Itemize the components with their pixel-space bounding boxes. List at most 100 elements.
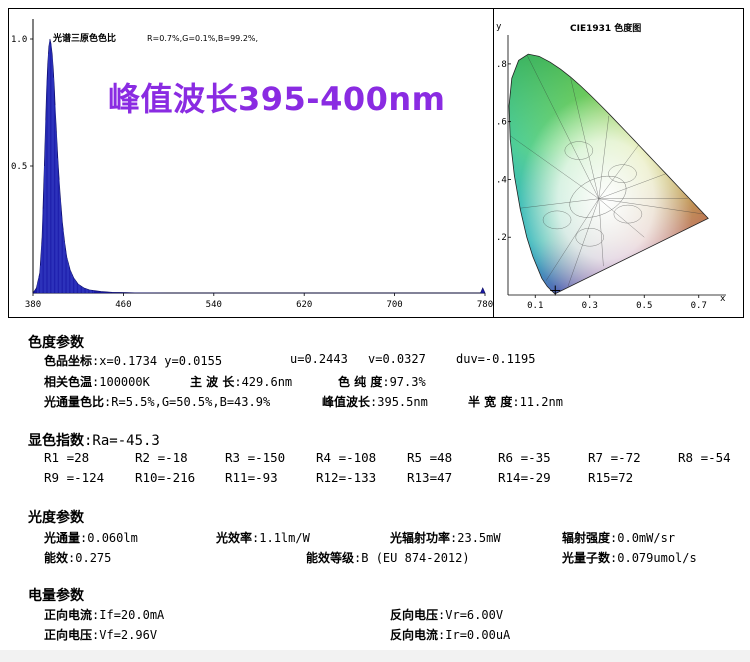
cri-title: 显色指数 — [28, 433, 84, 449]
cie-x-tick-label: 0.7 — [691, 301, 707, 311]
spectrum-x-tick-label: 620 — [296, 300, 312, 310]
flux-value: :0.060lm — [80, 531, 138, 545]
radiant-intensity-row: 辐射强度:0.0mW/sr — [562, 529, 675, 546]
cie-x-tick-label: 0.3 — [582, 301, 598, 311]
purity-value: :97.3% — [382, 375, 426, 389]
vf-label: 正向电压 — [44, 628, 93, 642]
spectrum-x-tick-label: 380 — [25, 300, 41, 310]
u-value: u=0.2443 — [290, 352, 348, 366]
peak-wavelength-row: 峰值波长:395.5nm — [322, 393, 428, 410]
spectrum-chart: 380 460 540 620 700 780 1.0 0.5 光谱三原色色比 R=0.7%,… — [11, 19, 493, 310]
cri-item: R15=72 — [588, 470, 634, 485]
eff-value: :0.275 — [68, 551, 112, 565]
cie-y-tick-label: .6 — [496, 118, 507, 128]
cri-item: R8 =-54 — [678, 450, 731, 465]
reverse-current-row: 反向电流:Ir=0.00uA — [390, 626, 510, 643]
peak-value: :395.5nm — [370, 395, 428, 409]
cct-label: 相关色温 — [44, 375, 93, 389]
photometric-title: 光度参数 — [28, 510, 84, 526]
cri-item: R4 =-108 — [316, 450, 377, 465]
cri-item: R7 =-72 — [588, 450, 641, 465]
cie-y-label: y — [496, 22, 502, 32]
radiant-label: 光辐射功率 — [390, 531, 451, 545]
flux-row: 光通量:0.060lm — [44, 529, 138, 546]
duv-value: duv=-0.1195 — [456, 352, 536, 366]
ir-label: 反向电流 — [390, 628, 439, 642]
quanta-label: 光量子数 — [562, 551, 611, 565]
dom-value: :429.6nm — [234, 375, 293, 389]
grade-value: :B (EU 874-2012) — [354, 551, 470, 565]
ra-value: :Ra=-45.3 — [84, 433, 160, 449]
cri-item: R12=-133 — [316, 470, 377, 485]
cri-title-row: 显色指数:Ra=-45.3 — [28, 430, 160, 450]
flux-label: 光通量 — [44, 531, 81, 545]
radiant-value: :23.5mW — [450, 531, 501, 545]
quanta-value: :0.079umol/s — [610, 551, 697, 565]
chart-frame — [8, 8, 744, 318]
vf-value: :Vf=2.96V — [92, 628, 158, 642]
efficacy-label: 光效率 — [216, 531, 253, 545]
ir-value: :Ir=0.00uA — [438, 628, 511, 642]
cie-title: CIE1931 色度图 — [570, 22, 641, 34]
dom-label: 主 波 长 — [190, 375, 235, 389]
chromaticity-title: 色度参数 — [28, 335, 84, 351]
cri-item: R13=47 — [407, 470, 453, 485]
cri-item: R6 =-35 — [498, 450, 551, 465]
chromaticity-coord-row: 色品坐标:x=0.1734 y=0.0155 — [44, 352, 222, 369]
chart-divider — [493, 8, 494, 318]
purity-label: 色 纯 度 — [338, 375, 383, 389]
coord-value: :x=0.1734 y=0.0155 — [92, 354, 223, 368]
spectrum-x-tick-label: 700 — [386, 300, 402, 310]
cri-item: R1 =28 — [44, 450, 90, 465]
flux-ratio-row: 光通量色比:R=5.5%,G=50.5%,B=43.9% — [44, 393, 270, 410]
half-label: 半 宽 度 — [468, 395, 513, 409]
reverse-voltage-row: 反向电压:Vr=6.00V — [390, 606, 503, 623]
intensity-value: :0.0mW/sr — [610, 531, 676, 545]
cri-item: R5 =48 — [407, 450, 453, 465]
photon-flux-row: 光量子数:0.079umol/s — [562, 549, 697, 566]
dominant-wavelength-row: 主 波 长:429.6nm — [190, 373, 292, 390]
cct-row: 相关色温:100000K — [44, 373, 150, 390]
forward-voltage-row: 正向电压:Vf=2.96V — [44, 626, 157, 643]
cri-item: R10=-216 — [135, 470, 196, 485]
radiant-power-row: 光辐射功率:23.5mW — [390, 529, 501, 546]
cie-x-label: x — [720, 294, 726, 304]
purity-row: 色 纯 度:97.3% — [338, 373, 426, 390]
cct-value: :100000K — [92, 375, 150, 389]
cie-spectral-locus — [508, 53, 709, 295]
vr-value: :Vr=6.00V — [438, 608, 504, 622]
peak-label: 峰值波长 — [322, 395, 371, 409]
grade-label: 能效等级 — [306, 551, 355, 565]
cri-item: R2 =-18 — [135, 450, 188, 465]
cie-x-tick-label: 0.5 — [636, 301, 652, 311]
cie-y-tick-label: .4 — [496, 175, 507, 185]
cie-color-fill — [509, 54, 709, 294]
vr-label: 反向电压 — [390, 608, 439, 622]
forward-current-row: 正向电流:If=20.0mA — [44, 606, 164, 623]
half-width-row: 半 宽 度:11.2nm — [468, 393, 563, 410]
eff-label: 能效 — [44, 551, 69, 565]
efficacy-row: 光效率:1.1lm/W — [216, 529, 310, 546]
cie-chart: CIE1931 色度图 y x 0.1 0.3 0.5 0.7 .8 .6 .4 .2 — [496, 22, 726, 311]
spectrum-hatch — [37, 40, 94, 293]
cri-item: R3 =-150 — [225, 450, 286, 465]
spectrum-title: 光谱三原色色比 — [52, 32, 116, 44]
spectrum-y-tick-label: 1.0 — [11, 35, 27, 45]
if-label: 正向电流 — [44, 608, 93, 622]
ratio-label: 光通量色比 — [44, 395, 105, 409]
spectrum-area — [32, 38, 486, 294]
bottom-bar — [0, 650, 750, 662]
cri-item: R11=-93 — [225, 470, 278, 485]
efficacy-value: :1.1lm/W — [252, 531, 310, 545]
spectrum-subtitle: R=0.7%,G=0.1%,B=99.2%, — [147, 34, 258, 43]
peak-wavelength-annotation: 峰值波长395-400nm — [108, 80, 446, 118]
cie-y-tick-label: .2 — [496, 233, 507, 243]
cie-x-tick-label: 0.1 — [527, 301, 543, 311]
cri-item: R9 =-124 — [44, 470, 105, 485]
spectrum-x-tick-label: 780 — [477, 300, 493, 310]
intensity-label: 辐射强度 — [562, 531, 611, 545]
cri-item: R14=-29 — [498, 470, 551, 485]
electrical-title: 电量参数 — [28, 588, 84, 604]
v-value: v=0.0327 — [368, 352, 426, 366]
if-value: :If=20.0mA — [92, 608, 165, 622]
